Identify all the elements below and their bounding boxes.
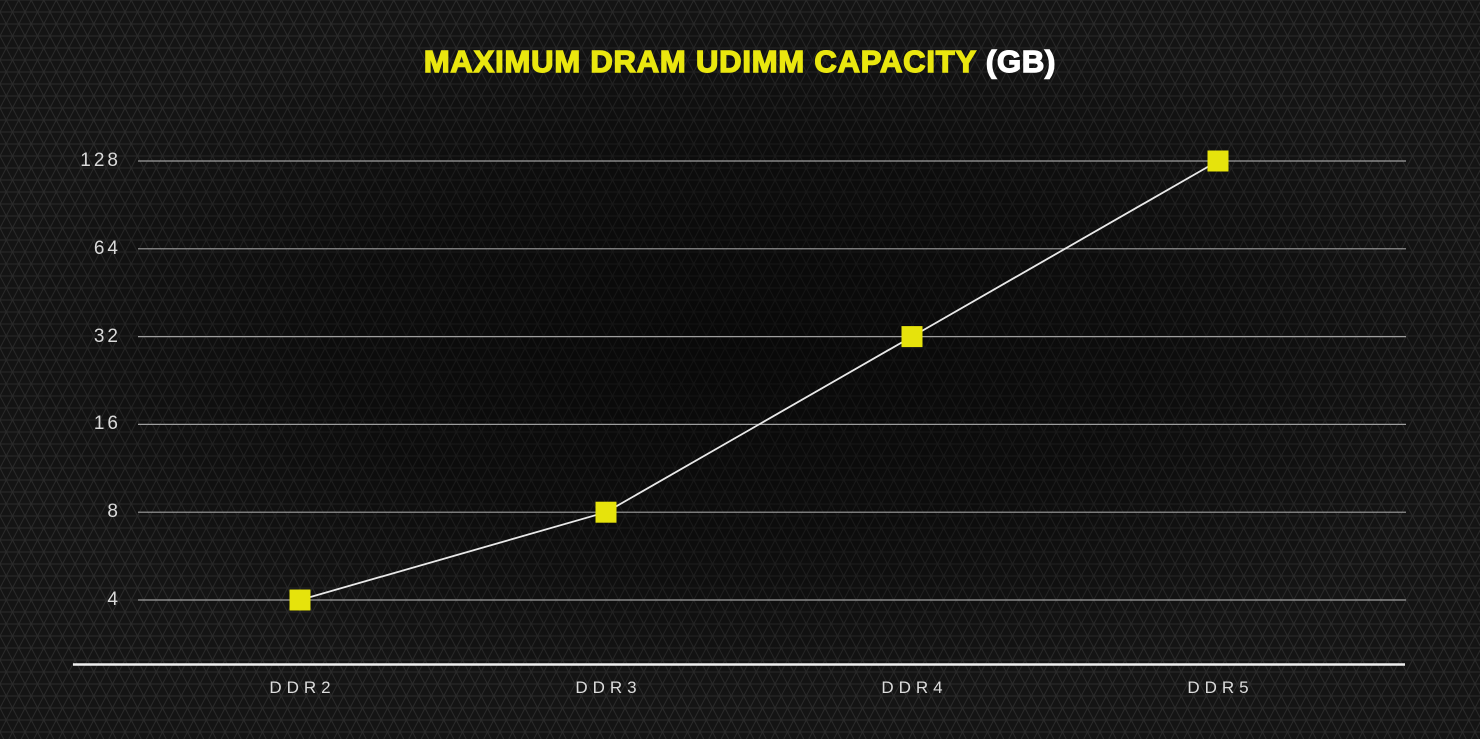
chart-title-text: MAXIMUM DRAM UDIMM CAPACITY [423, 43, 977, 79]
x-category-label-DDR2: DDR2 [269, 678, 336, 697]
data-line [299, 160, 1219, 601]
data-point-marker-DDR5 [1207, 150, 1229, 172]
y-tick-label-4: 4 [107, 589, 121, 610]
x-category-label-DDR3: DDR3 [575, 678, 642, 697]
x-category-label-DDR4: DDR4 [881, 678, 948, 697]
y-tick-label-8: 8 [107, 501, 121, 523]
chart-title: MAXIMUM DRAM UDIMM CAPACITY (GB) [0, 43, 1480, 80]
data-point-marker-DDR2 [289, 589, 311, 611]
y-tick-label-64: 64 [93, 237, 121, 259]
y-tick-label-128: 128 [80, 150, 121, 171]
chart-title-unit: (GB) [985, 43, 1057, 79]
y-tick-label-32: 32 [93, 325, 121, 347]
x-category-label-DDR5: DDR5 [1187, 678, 1254, 697]
y-tick-label-16: 16 [93, 413, 121, 435]
data-point-marker-DDR3 [595, 501, 617, 523]
data-point-marker-DDR4 [901, 326, 923, 348]
